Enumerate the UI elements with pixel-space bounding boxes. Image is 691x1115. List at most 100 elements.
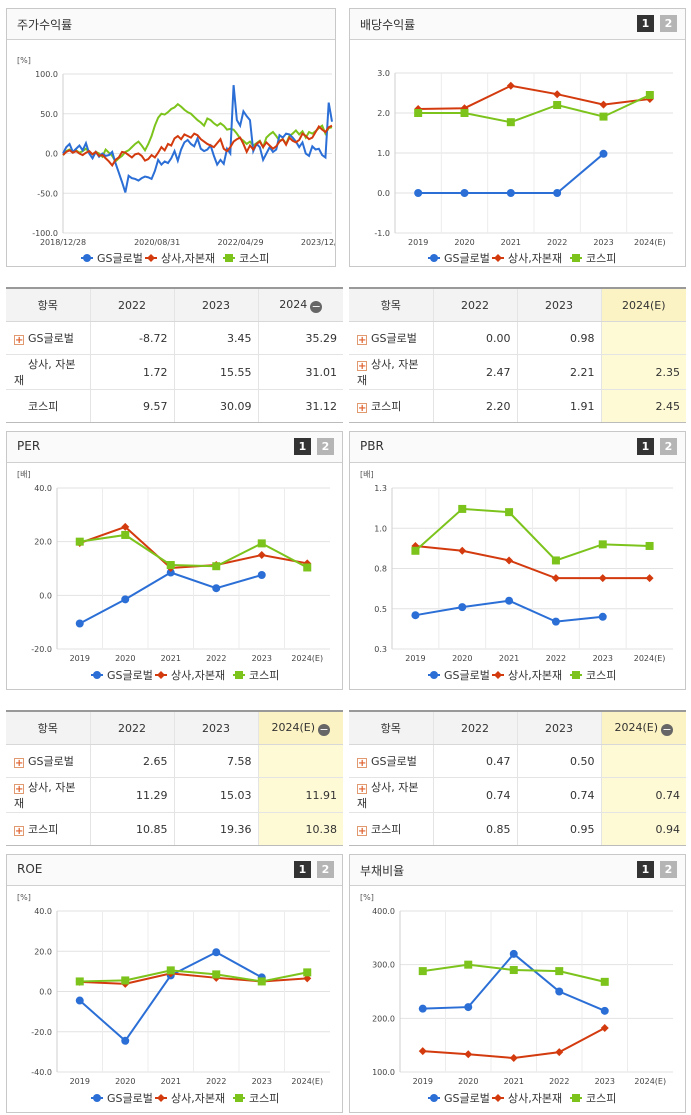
y-tick-label: 20.0 xyxy=(34,538,52,547)
value-cell: 15.55 xyxy=(173,354,258,390)
column-header-label: 2024(E) xyxy=(271,720,316,734)
column-header: 2022 xyxy=(432,287,517,322)
expand-plus-icon[interactable]: + xyxy=(357,361,367,372)
data-point-gs xyxy=(121,1036,130,1045)
series-line-gs xyxy=(79,951,263,1043)
expand-plus-icon[interactable]: + xyxy=(357,335,367,346)
data-point-kospi xyxy=(555,967,564,976)
y-tick-label: 0.0 xyxy=(45,150,58,159)
series-line-kospi xyxy=(79,533,308,569)
row-label: 코스피 xyxy=(371,400,402,413)
data-point-kospi xyxy=(414,109,423,117)
expand-plus-icon[interactable]: + xyxy=(357,758,367,769)
data-point-sector xyxy=(464,1050,473,1059)
column-header: 항목 xyxy=(349,710,433,745)
column-header: 2022 xyxy=(89,287,174,322)
table-row: + 코스피 0.85 0.95 0.94 xyxy=(349,812,686,846)
legend-label-kospi: 코스피 xyxy=(249,669,279,682)
page-button-2[interactable]: 2 xyxy=(660,438,677,455)
y-unit: [%] xyxy=(17,893,31,902)
collapse-icon[interactable]: − xyxy=(310,299,323,313)
page-button-2[interactable]: 2 xyxy=(660,861,677,878)
column-header: 2024(E) − xyxy=(257,710,343,745)
expand-plus-icon[interactable]: + xyxy=(357,784,367,795)
value-cell xyxy=(600,744,686,778)
page-button-2[interactable]: 2 xyxy=(660,15,677,32)
x-tick-label: 2023 xyxy=(593,654,613,663)
row-label: 상사, 자본재 xyxy=(14,781,76,810)
data-point-sector xyxy=(505,556,514,565)
chart-debt-ratio: [%] 400.0 300.0 200.0 100.0 2019 2020 2021 2022 2… xyxy=(360,893,673,1105)
data-point-kospi xyxy=(303,968,312,977)
expand-plus-icon[interactable]: + xyxy=(14,826,24,837)
page-button-1[interactable]: 1 xyxy=(637,861,654,878)
x-tick-label: 2019 xyxy=(413,1077,433,1086)
series-line-sector xyxy=(418,84,650,110)
column-header-label: 2024(E) xyxy=(621,298,666,312)
panel-title: PER xyxy=(17,439,41,453)
y-tick-label: 0.0 xyxy=(39,591,52,600)
value-cell: 0.74 xyxy=(516,777,601,813)
panel-title: 부채비율 xyxy=(360,864,405,878)
table-row: + 상사, 자본재 11.29 15.03 11.91 xyxy=(6,777,343,813)
expand-plus-icon[interactable]: + xyxy=(14,784,24,795)
expand-plus-icon[interactable]: + xyxy=(357,403,367,414)
legend-marker xyxy=(494,254,502,262)
table-row: + GS글로벌 0.00 0.98 xyxy=(349,321,686,355)
column-header: 2023 xyxy=(516,710,601,745)
legend-label-gs: GS글로벌 xyxy=(444,669,490,682)
x-tick-label: 2023 xyxy=(252,1077,272,1086)
x-tick-label: 2022 xyxy=(206,1077,226,1086)
x-tick-label: 2020 xyxy=(115,654,135,663)
table-row: + 상사, 자본재 0.74 0.74 0.74 xyxy=(349,777,686,813)
column-header: 2022 xyxy=(432,710,517,745)
collapse-icon[interactable]: − xyxy=(661,722,674,736)
column-header-label: 2023 xyxy=(202,298,230,312)
page-button-2[interactable]: 2 xyxy=(317,861,334,878)
column-header: 항목 xyxy=(6,710,90,745)
y-tick-label: -20.0 xyxy=(31,645,52,654)
legend-label-gs: GS글로벌 xyxy=(97,252,143,265)
value-cell: 35.29 xyxy=(257,321,343,355)
expand-plus-icon[interactable]: + xyxy=(14,758,24,769)
column-header-label: 2023 xyxy=(202,721,230,735)
row-label-cell: + GS글로벌 xyxy=(6,321,90,355)
x-tick-label: 2023 xyxy=(252,654,272,663)
page-button-2[interactable]: 2 xyxy=(317,438,334,455)
panel-title: 배당수익률 xyxy=(360,18,416,32)
page-button-1[interactable]: 1 xyxy=(294,861,311,878)
data-point-kospi xyxy=(509,966,518,975)
expand-plus-icon[interactable]: + xyxy=(14,335,24,346)
data-point-kospi xyxy=(257,539,266,548)
x-tick-label: 2022/04/29 xyxy=(217,238,263,247)
column-header: 2024(E) xyxy=(600,287,686,322)
x-tick-label: 2020 xyxy=(115,1077,135,1086)
legend-marker xyxy=(494,671,502,679)
value-cell: 0.94 xyxy=(600,812,686,846)
x-tick-label: 2022 xyxy=(549,1077,569,1086)
data-point-kospi xyxy=(598,540,607,549)
table-row: + 코스피 2.20 1.91 2.45 xyxy=(349,389,686,423)
panel-debt-ratio: 부채비율 1 2 [%] 400.0 300.0 200.0 100.0 2019 2020… xyxy=(349,854,686,1113)
series-line-sector xyxy=(422,1027,606,1060)
expand-plus-icon[interactable]: + xyxy=(357,826,367,837)
x-tick-label: 2024(E) xyxy=(634,1077,666,1086)
table-row: + 상사, 자본재 2.47 2.21 2.35 xyxy=(349,354,686,390)
page-button-1[interactable]: 1 xyxy=(294,438,311,455)
x-tick-label: 2022 xyxy=(546,654,566,663)
x-tick-label: 2022 xyxy=(206,654,226,663)
page-button-1[interactable]: 1 xyxy=(637,438,654,455)
panel-header: 부채비율 1 2 xyxy=(350,855,685,886)
x-tick-label: 2020 xyxy=(458,1077,478,1086)
data-point-kospi xyxy=(121,530,130,539)
column-header-label: 항목 xyxy=(37,299,58,312)
row-label-cell: + 상사, 자본재 xyxy=(349,354,433,390)
y-tick-label: 1.0 xyxy=(374,524,387,533)
page-button-1[interactable]: 1 xyxy=(637,15,654,32)
collapse-icon[interactable]: − xyxy=(318,722,331,736)
y-tick-label: 0.0 xyxy=(377,189,390,198)
value-cell: -8.72 xyxy=(89,321,174,355)
y-tick-label: 0.5 xyxy=(374,605,387,614)
x-tick-label: 2020 xyxy=(452,654,472,663)
y-unit: [배] xyxy=(360,470,374,479)
